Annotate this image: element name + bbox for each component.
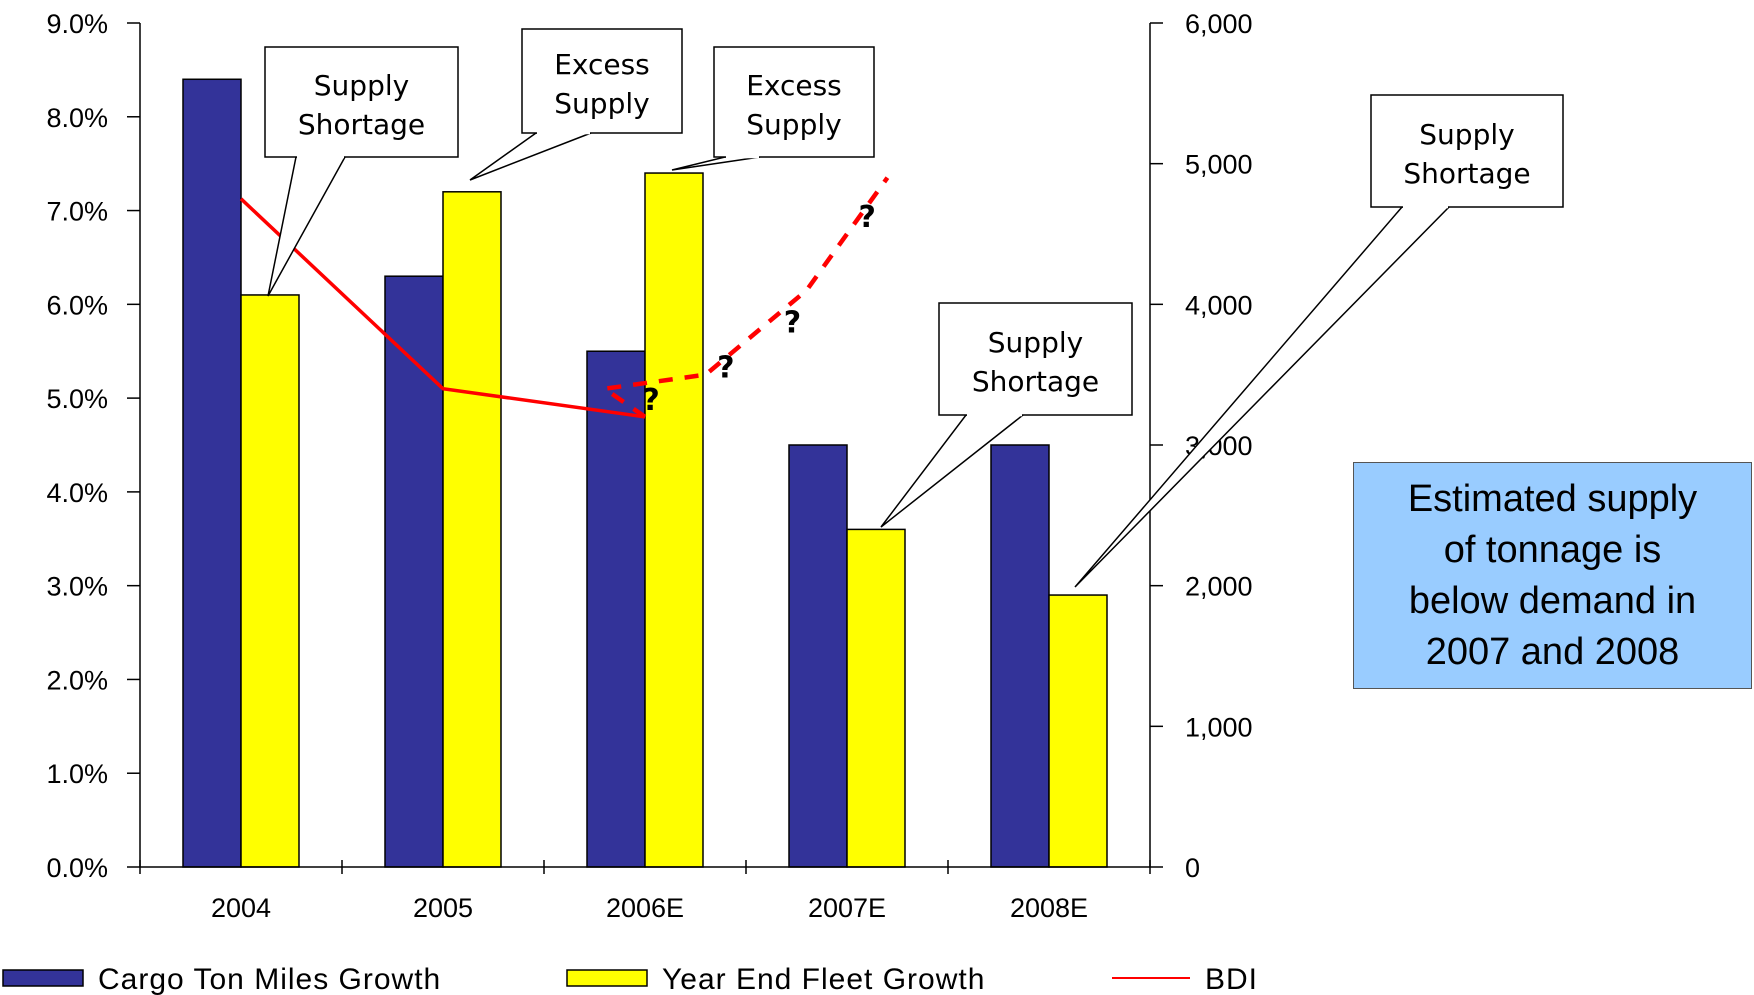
callout-box — [521, 28, 683, 134]
callout-box — [1370, 94, 1564, 208]
callout-box — [713, 46, 875, 158]
bdi-line — [239, 197, 646, 419]
callout-label: Supply — [554, 87, 649, 120]
legend-fleet-growth-swatch — [566, 969, 648, 987]
callout-label: Supply — [1419, 118, 1514, 151]
callout-label: Excess — [746, 69, 842, 102]
question-mark: ? — [717, 351, 734, 386]
left-tick-label: 8.0% — [46, 103, 108, 133]
callout-label: Supply — [988, 326, 1083, 359]
left-tick-label: 0.0% — [46, 853, 108, 883]
x-tick-label: 2006E — [606, 893, 684, 923]
right-tick-label: 6,000 — [1185, 9, 1253, 39]
question-mark: ? — [642, 383, 659, 418]
callout-box — [264, 46, 459, 158]
left-tick-label: 7.0% — [46, 197, 108, 227]
fleet-growth-bar-2005 — [442, 191, 502, 868]
left-tick-label: 2.0% — [46, 665, 108, 695]
left-tick-label: 6.0% — [46, 290, 108, 320]
right-tick-label: 2,000 — [1185, 572, 1253, 602]
note-line-2: of tonnage is — [1443, 528, 1662, 571]
callout-label: Shortage — [298, 108, 425, 141]
left-tick-label: 1.0% — [46, 759, 108, 789]
question-mark: ? — [858, 200, 875, 235]
note-line-4: 2007 and 2008 — [1425, 630, 1680, 673]
left-tick-label: 4.0% — [46, 478, 108, 508]
fleet-growth-bar-2006e — [644, 172, 704, 868]
callout-pointer — [469, 132, 592, 181]
bdi-projection-line — [598, 176, 890, 419]
callout-label: Supply — [746, 108, 841, 141]
note-line-3: below demand in — [1408, 579, 1697, 622]
legend-bdi-label: BDI — [1205, 963, 1258, 995]
callout-pointer — [671, 156, 761, 171]
callout-label: Shortage — [972, 365, 1099, 398]
fleet-growth-bar-2004 — [240, 294, 300, 868]
left-tick-label: 3.0% — [46, 572, 108, 602]
legend-fleet-growth-label: Year End Fleet Growth — [662, 963, 985, 995]
cargo-ton-miles-bar-2007e — [788, 444, 848, 868]
legend-cargo-ton-miles-label: Cargo Ton Miles Growth — [98, 963, 441, 995]
right-tick-label: 4,000 — [1185, 290, 1253, 320]
right-tick-label: 5,000 — [1185, 150, 1253, 180]
right-tick-label: 0 — [1185, 853, 1200, 883]
cargo-ton-miles-bar-2006e — [586, 350, 646, 868]
callout-label: Excess — [554, 48, 650, 81]
callout-box — [938, 302, 1133, 416]
callout-pointer — [267, 156, 347, 297]
left-tick-label: 9.0% — [46, 9, 108, 39]
note-line-1: Estimated supply — [1407, 477, 1698, 520]
callout-label: Shortage — [1403, 157, 1530, 190]
estimated-supply-note: Estimated supply of tonnage is below dem… — [1353, 462, 1752, 689]
x-tick-label: 2008E — [1010, 893, 1088, 923]
cargo-ton-miles-bar-2008e — [990, 444, 1050, 868]
cargo-ton-miles-bar-2004 — [182, 78, 242, 868]
fleet-growth-bar-2008e — [1048, 594, 1108, 868]
right-tick-label: 1,000 — [1185, 712, 1253, 742]
callout-label: Supply — [314, 69, 409, 102]
x-tick-label: 2004 — [211, 893, 271, 923]
legend-cargo-ton-miles-swatch — [2, 969, 84, 987]
fleet-growth-bar-2007e — [846, 528, 906, 868]
cargo-ton-miles-bar-2005 — [384, 275, 444, 868]
question-mark: ? — [784, 306, 801, 341]
x-tick-label: 2007E — [808, 893, 886, 923]
left-tick-label: 5.0% — [46, 384, 108, 414]
x-tick-label: 2005 — [413, 893, 473, 923]
